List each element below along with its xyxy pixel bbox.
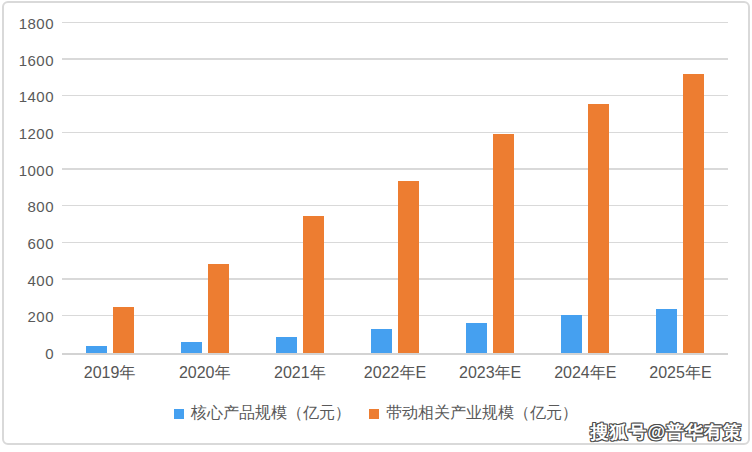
x-axis-label: 2025年E (633, 363, 728, 384)
legend-item-core: 核心产品规模（亿元） (174, 403, 351, 424)
bar-core-product (466, 323, 487, 353)
x-axis-label: 2019年 (62, 363, 157, 384)
bar-group (443, 23, 538, 353)
y-tick-label: 1400 (19, 88, 54, 105)
y-tick-label: 1600 (19, 51, 54, 68)
legend-item-related: 带动相关产业规模（亿元） (369, 403, 578, 424)
bar-core-product (561, 315, 582, 353)
y-tick-label: 200 (27, 308, 54, 325)
x-axis-label: 2023年E (443, 363, 538, 384)
bar-core-product (276, 337, 297, 354)
bar-groups (62, 23, 728, 353)
bar-core-product (371, 329, 392, 353)
bar-related-industry (493, 134, 514, 353)
bar-group (157, 23, 252, 353)
legend-swatch-related (369, 409, 379, 419)
y-tick-label: 0 (45, 345, 54, 362)
x-axis-label: 2024年E (538, 363, 633, 384)
watermark-sohu-badge: 搜狐号@普华有策 (590, 420, 742, 444)
y-axis: 180016001400120010008006004002000 (0, 23, 54, 353)
legend-label-related: 带动相关产业规模（亿元） (386, 403, 578, 424)
bar-group (62, 23, 157, 353)
bar-related-industry (683, 74, 704, 353)
bar-group (347, 23, 442, 353)
y-tick-label: 400 (27, 271, 54, 288)
bar-group (252, 23, 347, 353)
legend-swatch-core (174, 409, 184, 419)
bar-group (538, 23, 633, 353)
bar-related-industry (303, 216, 324, 353)
x-axis-label: 2021年 (252, 363, 347, 384)
bar-core-product (86, 346, 107, 353)
x-axis-label: 2022年E (347, 363, 442, 384)
bar-related-industry (113, 307, 134, 353)
y-tick-label: 800 (27, 198, 54, 215)
y-tick-label: 1800 (19, 15, 54, 32)
legend-label-core: 核心产品规模（亿元） (191, 403, 351, 424)
bar-related-industry (208, 264, 229, 353)
x-axis-label: 2020年 (157, 363, 252, 384)
bar-related-industry (398, 181, 419, 353)
y-tick-label: 600 (27, 235, 54, 252)
x-axis-labels: 2019年2020年2021年2022年E2023年E2024年E2025年E (62, 363, 728, 384)
bar-core-product (181, 342, 202, 353)
bar-group (633, 23, 728, 353)
y-tick-label: 1200 (19, 125, 54, 142)
bar-core-product (656, 309, 677, 353)
y-tick-label: 1000 (19, 161, 54, 178)
plot-area (62, 23, 728, 355)
bar-related-industry (588, 104, 609, 353)
